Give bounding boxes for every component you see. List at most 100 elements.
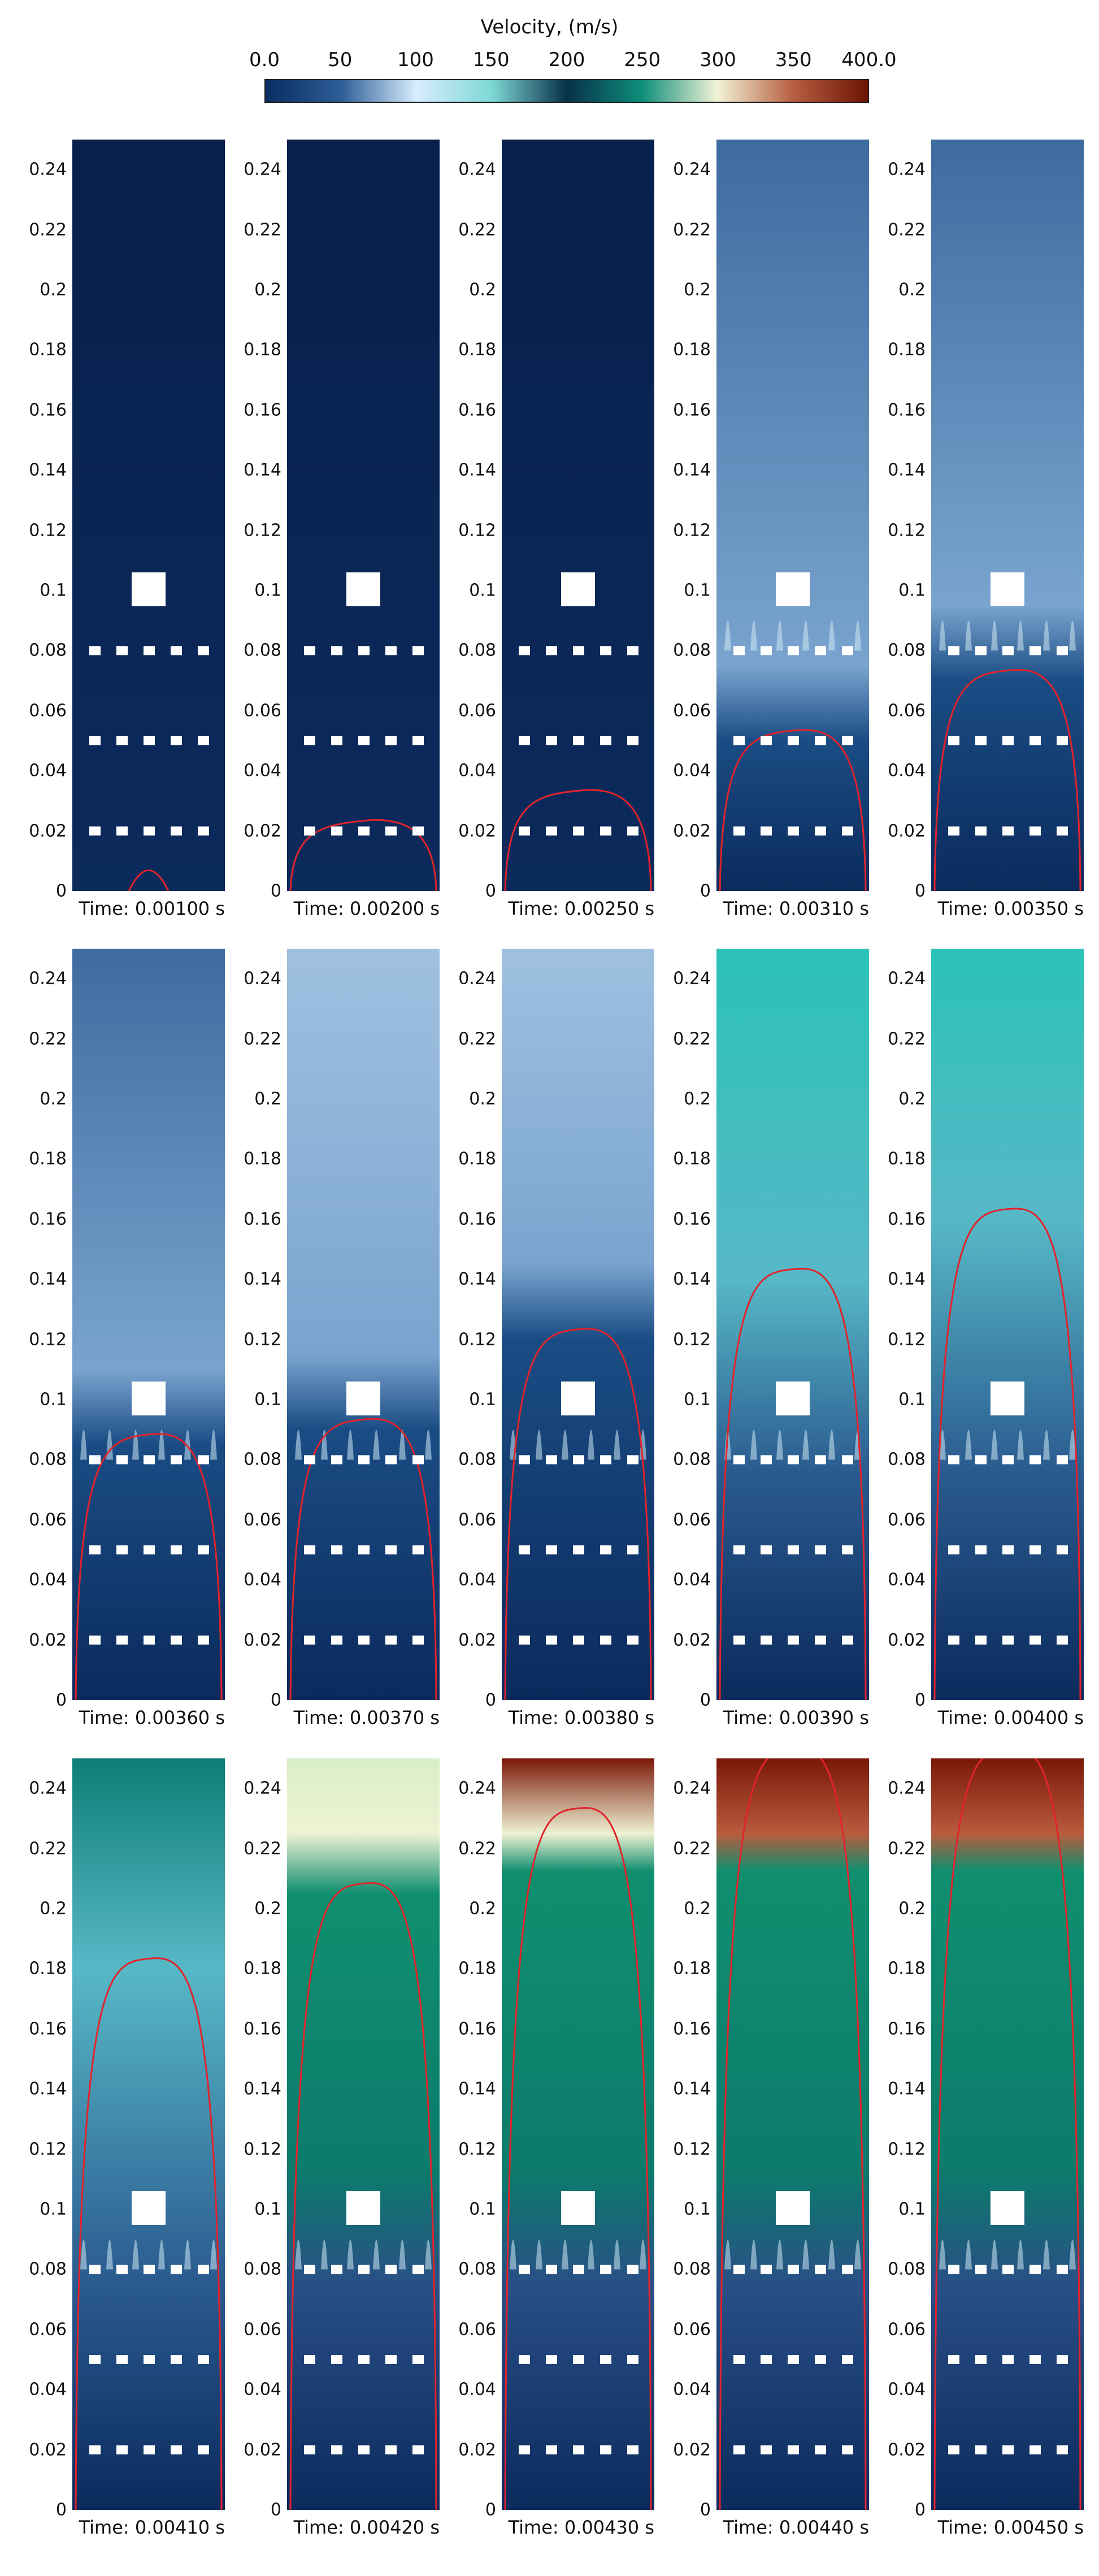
y-axis-tick-label: 0.1 — [469, 2199, 496, 2219]
obstacle-bar — [815, 646, 826, 655]
y-axis-tick-label: 0.08 — [888, 1449, 926, 1470]
flame-front-contour — [289, 819, 437, 891]
y-axis-tick-label: 0.24 — [458, 1778, 496, 1799]
central-obstacle — [776, 572, 810, 606]
jet-streak — [588, 2239, 594, 2270]
obstacle-bar — [842, 2355, 853, 2364]
obstacle-bar — [89, 2445, 101, 2455]
jet-streak — [562, 2239, 568, 2270]
obstacle-bar — [842, 736, 853, 745]
y-axis-tick-label: 0.24 — [888, 159, 926, 180]
obstacle-bar — [733, 1545, 745, 1554]
y-axis-tick-label: 0.02 — [244, 2440, 281, 2460]
y-axis-tick-label: 0.18 — [888, 1958, 926, 1979]
obstacle-bar — [1002, 826, 1014, 836]
obstacle-bar — [331, 1455, 342, 1465]
obstacle-bar — [171, 1545, 182, 1554]
obstacle-bar — [948, 2445, 959, 2455]
obstacle-bar — [627, 736, 638, 745]
obstacle-bar — [975, 1545, 987, 1554]
jet-streak — [828, 620, 835, 651]
obstacle-bar — [842, 1635, 853, 1645]
obstacle-bar — [975, 646, 987, 655]
y-axis-tick-label: 0.2 — [684, 1089, 711, 1109]
y-axis-tick-label: 0.02 — [458, 2440, 496, 2460]
obstacle-bar — [385, 1545, 397, 1554]
field-svg — [931, 140, 1084, 891]
obstacle-bar — [198, 1455, 209, 1465]
y-axis-tick-label: 0.14 — [888, 1269, 926, 1289]
obstacle-bar — [546, 1545, 557, 1554]
obstacle-bar — [412, 2445, 424, 2455]
obstacle-bar — [1002, 2445, 1014, 2455]
y-axis-tick-label: 0.06 — [29, 2319, 67, 2340]
jet-streak — [1069, 620, 1076, 651]
flame-front-contour — [719, 1758, 867, 2510]
obstacle-bar — [171, 1455, 182, 1465]
obstacle-bar — [1057, 1545, 1068, 1554]
obstacle-bar — [761, 736, 772, 745]
obstacle-bar — [1057, 1455, 1068, 1465]
obstacle-bar — [842, 2265, 853, 2274]
y-axis-tick-label: 0.16 — [888, 400, 926, 420]
obstacle-bar — [627, 826, 638, 836]
central-obstacle — [346, 572, 380, 606]
y-axis-tick-label: 0.04 — [244, 1570, 281, 1590]
y-axis-tick-label: 0 — [55, 881, 67, 901]
y-axis-tick-label: 0 — [485, 2500, 496, 2520]
obstacle-bar — [198, 2355, 209, 2364]
y-axis-tick-label: 0.14 — [673, 1269, 711, 1289]
obstacle-bar — [733, 826, 745, 836]
y-axis-tick-label: 0.02 — [673, 1630, 711, 1650]
y-axis-tick-label: 0.14 — [458, 460, 496, 480]
simulation-panel: 0 0.02 0.04 0.06 0.08 0.1 0.12 0.14 0.16 0.18 0.2 0… — [429, 919, 654, 1733]
jet-streak — [991, 1430, 998, 1460]
obstacle-bar — [358, 1545, 370, 1554]
obstacle-bar — [761, 826, 772, 836]
jet-streak — [750, 2239, 757, 2270]
obstacle-bar — [385, 646, 397, 655]
obstacle-bar — [412, 1455, 424, 1465]
y-axis-tick-label: 0.02 — [888, 821, 926, 841]
obstacle-bar — [144, 2265, 155, 2274]
time-label: Time: 0.00100 s — [79, 898, 225, 919]
y-axis-tick-label: 0.02 — [888, 2440, 926, 2460]
obstacle-bar — [385, 2355, 397, 2364]
jet-streak — [347, 2239, 354, 2270]
jet-streak — [373, 1430, 380, 1460]
obstacle-bar — [1002, 1635, 1014, 1645]
jet-streak — [1017, 1430, 1024, 1460]
obstacle-bar — [331, 1545, 342, 1554]
obstacle-bar — [198, 646, 209, 655]
colorbar-tick-label: 150 — [472, 49, 510, 71]
central-obstacle — [991, 2191, 1024, 2225]
field-background — [931, 1758, 1084, 2510]
velocity-field-plot — [72, 1758, 225, 2510]
y-axis-tick-label: 0.06 — [244, 1510, 281, 1530]
jet-streak — [510, 2239, 516, 2270]
jet-streak — [828, 1430, 835, 1460]
obstacle-bar — [116, 826, 128, 836]
central-obstacle — [132, 572, 166, 606]
field-background — [72, 949, 225, 1700]
obstacle-bar — [948, 2265, 959, 2274]
obstacle-bar — [788, 1545, 799, 1554]
y-axis-tick-label: 0.02 — [673, 2440, 711, 2460]
y-axis-tick-label: 0.22 — [673, 1029, 711, 1049]
obstacle-bar — [1057, 2265, 1068, 2274]
y-axis-tick-label: 0.04 — [458, 2379, 496, 2400]
jet-streak — [965, 620, 972, 651]
obstacle-bar — [1030, 826, 1041, 836]
field-background — [287, 1758, 440, 2510]
y-axis-tick-label: 0.2 — [254, 280, 281, 300]
obstacle-bar — [546, 1635, 557, 1645]
obstacle-bar — [788, 2445, 799, 2455]
obstacle-bar — [116, 1545, 128, 1554]
colorbar-tick-label: 250 — [624, 49, 661, 71]
obstacle-bar — [412, 736, 424, 745]
obstacle-bar — [788, 736, 799, 745]
y-axis-tick-label: 0 — [700, 881, 711, 901]
jet-streak — [536, 2239, 542, 2270]
y-axis-tick-label: 0.24 — [673, 159, 711, 180]
jet-streak — [1017, 620, 1024, 651]
